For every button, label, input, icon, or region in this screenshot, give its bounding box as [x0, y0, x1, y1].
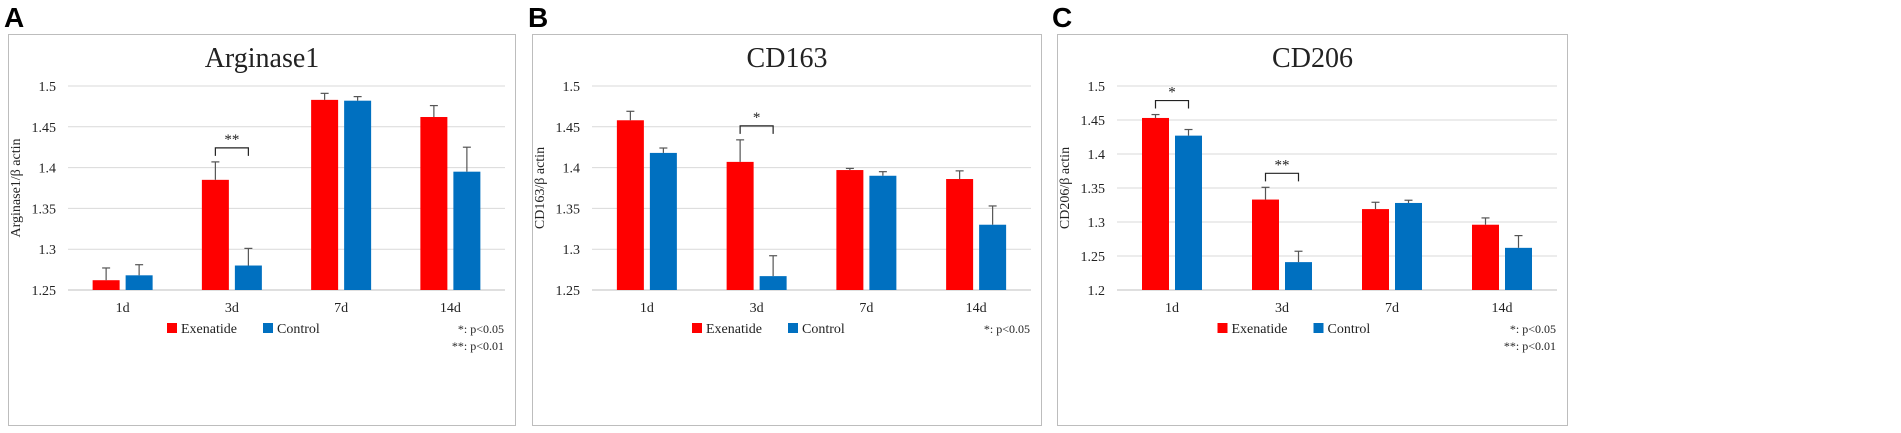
- significance-label: **: [1275, 157, 1290, 173]
- bar-exenatide-1d: [92, 280, 120, 290]
- bar-control-1d: [125, 275, 153, 290]
- legend-swatch-exenatide: [167, 323, 177, 333]
- bar-control-3d: [759, 276, 787, 290]
- x-tick-label: 7d: [334, 301, 348, 316]
- y-tick-label: 1.25: [1081, 250, 1106, 265]
- legend-label-exenatide: Exenatide: [1232, 322, 1288, 337]
- bar-control-14d: [453, 171, 481, 290]
- y-tick-label: 1.3: [563, 243, 581, 258]
- y-tick-label: 1.4: [39, 162, 57, 177]
- bar-exenatide-7d: [311, 99, 339, 290]
- bar-exenatide-3d: [726, 161, 754, 290]
- bar-control-7d: [1395, 202, 1422, 290]
- panel-letter-c: C: [1052, 2, 1073, 33]
- x-tick-label: 7d: [1385, 301, 1399, 316]
- bar-control-1d: [1175, 135, 1202, 290]
- legend-swatch-control: [788, 323, 798, 333]
- chart-title: Arginase1: [205, 43, 320, 74]
- x-tick-label: 14d: [966, 301, 987, 316]
- bar-control-3d: [1285, 262, 1312, 290]
- p-value-note: *: p<0.05: [1510, 322, 1556, 336]
- y-tick-label: 1.35: [556, 202, 581, 217]
- legend-label-exenatide: Exenatide: [181, 322, 237, 337]
- legend-swatch-exenatide: [692, 323, 702, 333]
- bar-exenatide-7d: [836, 170, 864, 290]
- panel-letter-b: B: [528, 2, 549, 33]
- bar-exenatide-3d: [1252, 199, 1279, 290]
- y-tick-label: 1.35: [32, 202, 57, 217]
- y-tick-label: 1.4: [563, 162, 581, 177]
- p-value-note: **: p<0.01: [1504, 339, 1556, 353]
- y-tick-label: 1.5: [563, 80, 581, 95]
- x-tick-label: 7d: [859, 301, 873, 316]
- p-value-note: *: p<0.05: [984, 322, 1030, 336]
- x-tick-label: 1d: [116, 301, 130, 316]
- y-tick-label: 1.3: [39, 243, 57, 258]
- y-tick-label: 1.25: [556, 284, 581, 299]
- significance-bracket: [739, 125, 774, 134]
- p-value-note: *: p<0.05: [458, 322, 504, 336]
- bar-exenatide-14d: [420, 117, 448, 291]
- legend-label-exenatide: Exenatide: [706, 322, 762, 337]
- y-tick-label: 1.5: [1088, 80, 1106, 95]
- p-value-note: **: p<0.01: [452, 339, 504, 353]
- bar-exenatide-7d: [1362, 209, 1389, 290]
- bar-exenatide-1d: [1142, 117, 1169, 291]
- bar-exenatide-1d: [616, 120, 644, 290]
- bar-control-7d: [869, 175, 897, 290]
- bar-control-14d: [979, 224, 1007, 290]
- significance-bracket: [214, 147, 249, 156]
- legend-label-control: Control: [802, 322, 845, 337]
- legend-swatch-control: [263, 323, 273, 333]
- chart-title: CD163: [747, 43, 828, 74]
- y-tick-label: 1.45: [1081, 114, 1106, 129]
- y-tick-label: 1.5: [39, 80, 57, 95]
- y-tick-label: 1.35: [1081, 182, 1106, 197]
- bar-exenatide-14d: [946, 179, 974, 290]
- y-axis-label: CD163/β actin: [533, 147, 548, 229]
- significance-label: *: [753, 110, 761, 126]
- x-tick-label: 14d: [440, 301, 461, 316]
- legend-label-control: Control: [277, 322, 320, 337]
- bar-exenatide-14d: [1472, 224, 1499, 290]
- panel-letter-a: A: [4, 2, 25, 33]
- significance-bracket: [1264, 172, 1300, 182]
- bar-control-3d: [234, 265, 262, 290]
- x-tick-label: 3d: [225, 301, 239, 316]
- x-tick-label: 3d: [750, 301, 764, 316]
- y-tick-label: 1.25: [32, 284, 57, 299]
- bar-control-1d: [649, 152, 677, 290]
- significance-label: *: [1168, 85, 1176, 101]
- y-axis-label: Arginase1/β actin: [9, 138, 24, 237]
- x-tick-label: 1d: [640, 301, 654, 316]
- y-tick-label: 1.45: [556, 121, 581, 136]
- y-tick-label: 1.2: [1088, 284, 1106, 299]
- significance-bracket: [1154, 99, 1190, 109]
- y-tick-label: 1.45: [32, 121, 57, 136]
- significance-label: **: [224, 132, 239, 148]
- bar-control-14d: [1505, 247, 1532, 290]
- legend-swatch-exenatide: [1217, 323, 1228, 333]
- chart-title: CD206: [1272, 43, 1353, 74]
- x-tick-label: 14d: [1492, 301, 1513, 316]
- legend-label-control: Control: [1328, 322, 1371, 337]
- y-tick-label: 1.4: [1088, 148, 1106, 163]
- y-axis-label: CD206/β actin: [1058, 147, 1073, 229]
- bar-exenatide-3d: [201, 179, 229, 290]
- legend-swatch-control: [1313, 323, 1324, 333]
- y-tick-label: 1.3: [1088, 216, 1106, 231]
- x-tick-label: 1d: [1165, 301, 1179, 316]
- bar-control-7d: [344, 100, 372, 290]
- x-tick-label: 3d: [1275, 301, 1289, 316]
